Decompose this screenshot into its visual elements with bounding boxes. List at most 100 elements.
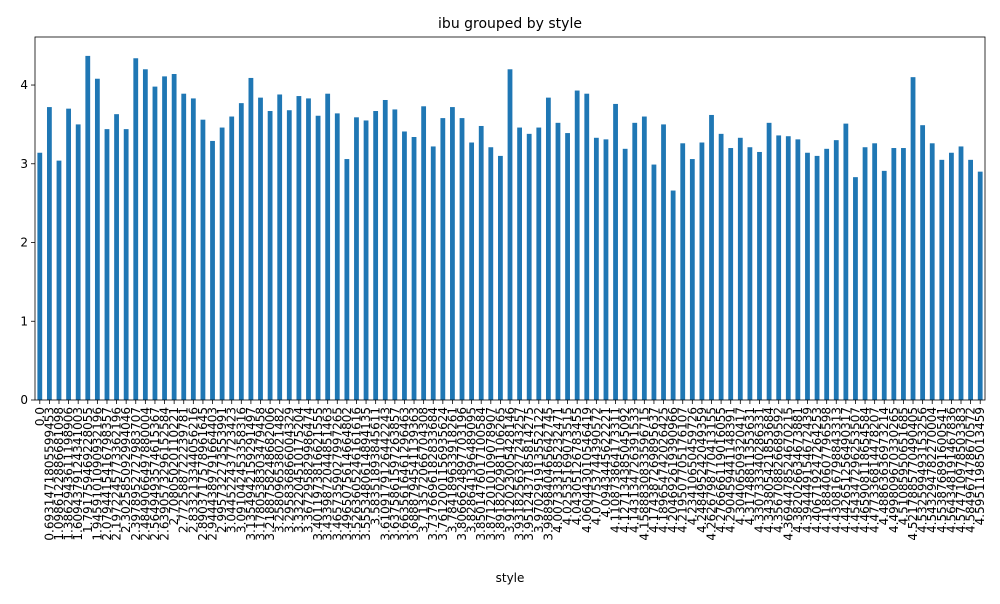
y-tick-label: 2 bbox=[20, 236, 28, 250]
bar bbox=[325, 93, 331, 400]
bar bbox=[881, 170, 887, 400]
x-tick-label: 2.995732273553991 bbox=[215, 407, 229, 533]
x-tick-label: 4.204692619390966 bbox=[666, 407, 680, 533]
bar bbox=[805, 152, 810, 400]
bar bbox=[459, 118, 465, 400]
x-tick-label: 2.8903717578961645 bbox=[196, 407, 210, 541]
x-tick-label: 4.07753744390572 bbox=[589, 407, 603, 525]
x-tick-label: 3.784189633918261 bbox=[445, 407, 459, 533]
bar bbox=[555, 122, 561, 400]
x-tick-label: 1.0986122886681098 bbox=[52, 407, 66, 541]
bar bbox=[498, 155, 503, 400]
bar bbox=[862, 147, 868, 400]
x-tick-label: 4.127134385045092 bbox=[618, 407, 632, 533]
x-tick-label: 3.970291913552122 bbox=[532, 407, 546, 533]
y-tick-label: 3 bbox=[20, 157, 28, 171]
x-tick-label: 2.1972245773362196 bbox=[110, 407, 124, 541]
bar bbox=[872, 143, 878, 400]
bar bbox=[593, 137, 599, 400]
bar bbox=[689, 159, 695, 400]
bar bbox=[901, 148, 906, 400]
x-tick-label: 3.1354942159291497 bbox=[244, 407, 258, 541]
x-tick-label: 4.51085950651685 bbox=[896, 407, 910, 525]
bar bbox=[920, 125, 926, 400]
bar bbox=[267, 111, 273, 400]
bar bbox=[382, 99, 388, 400]
bar bbox=[728, 148, 734, 400]
bar bbox=[171, 74, 177, 401]
x-tick-label: 4.060443010546419 bbox=[580, 407, 594, 533]
chart-title: ibu grouped by style bbox=[438, 16, 582, 32]
bar bbox=[766, 122, 772, 400]
x-tick-label: 4.406719247264253 bbox=[810, 407, 824, 533]
bar bbox=[977, 171, 983, 400]
x-tick-label: 3.6109179126442243 bbox=[378, 407, 392, 541]
bar bbox=[603, 139, 609, 400]
bar bbox=[622, 148, 628, 400]
x-tick-label: 4.543294782270004 bbox=[925, 407, 939, 533]
bar bbox=[354, 117, 359, 400]
x-tick-label: 3.332204510175204 bbox=[292, 407, 306, 533]
x-tick-label: 4.30406509320417 bbox=[733, 407, 747, 525]
x-tick-label: 3.2188758248682006 bbox=[263, 407, 277, 541]
bar bbox=[776, 135, 782, 400]
bar bbox=[75, 124, 81, 400]
y-tick-label: 1 bbox=[20, 314, 28, 328]
x-tick-label: 3.4011973816621555 bbox=[311, 407, 325, 541]
bar bbox=[843, 123, 849, 400]
x-tick-label: 3.091042453358316 bbox=[234, 407, 248, 533]
x-tick-label: 3.258096538021482 bbox=[273, 407, 287, 533]
x-tick-label: 4.23410650459726 bbox=[685, 407, 699, 525]
bar bbox=[661, 124, 666, 400]
bar bbox=[565, 133, 570, 401]
bar bbox=[210, 140, 215, 400]
x-tick-label: 4.442651256490317 bbox=[839, 407, 853, 533]
bar bbox=[641, 116, 647, 400]
x-tick-label: 4.3694478524670215 bbox=[781, 407, 795, 541]
bar bbox=[517, 127, 522, 400]
bar bbox=[795, 139, 801, 400]
x-tick-label: 4.2626798770413155 bbox=[705, 407, 719, 541]
bar bbox=[190, 98, 196, 401]
x-tick-label: 4.477336814478207 bbox=[868, 407, 882, 533]
bar bbox=[910, 77, 916, 400]
bar bbox=[411, 137, 417, 400]
bar bbox=[123, 129, 129, 400]
x-tick-label: 4.564348191467836 bbox=[944, 407, 958, 533]
bar bbox=[785, 136, 791, 400]
bar bbox=[613, 103, 618, 400]
bar bbox=[286, 110, 292, 401]
bar bbox=[162, 76, 167, 400]
bar bbox=[718, 133, 724, 401]
x-tick-label: 3.8501476017100584 bbox=[474, 407, 488, 541]
x-tick-label: 3.7612001156935624 bbox=[436, 407, 450, 541]
bar bbox=[478, 125, 484, 401]
x-tick-label: 4.1588830833596715 bbox=[637, 407, 651, 541]
bar bbox=[94, 78, 100, 401]
bar bbox=[833, 140, 839, 400]
bar bbox=[440, 118, 446, 400]
bar bbox=[238, 103, 244, 401]
x-tick-label: 4.418840607796598 bbox=[820, 407, 834, 533]
bar bbox=[949, 152, 954, 400]
bar bbox=[373, 111, 379, 400]
bar bbox=[651, 164, 657, 400]
x-tick-label: 2.5649493574615367 bbox=[148, 407, 162, 541]
x-tick-label: 4.31748811353631 bbox=[743, 407, 757, 525]
bar bbox=[248, 77, 254, 400]
bar bbox=[296, 96, 302, 400]
bar bbox=[469, 142, 475, 400]
bar bbox=[853, 177, 858, 400]
bar bbox=[814, 155, 820, 400]
x-tick-label: 3.828641396489095 bbox=[465, 407, 479, 533]
x-tick-label: 4.499809670330265 bbox=[887, 407, 901, 533]
bar bbox=[392, 109, 398, 401]
x-tick-label: 2.4849066497880004 bbox=[138, 407, 152, 541]
x-tick-label: 3.6635616461296463 bbox=[397, 407, 411, 541]
bar bbox=[737, 137, 743, 400]
x-tick-label: 4.248495242049359 bbox=[695, 407, 709, 533]
x-tick-label: 4.430816798843313 bbox=[829, 407, 843, 533]
bar bbox=[545, 97, 551, 401]
x-tick-label: 3.1780538303479458 bbox=[254, 407, 268, 541]
